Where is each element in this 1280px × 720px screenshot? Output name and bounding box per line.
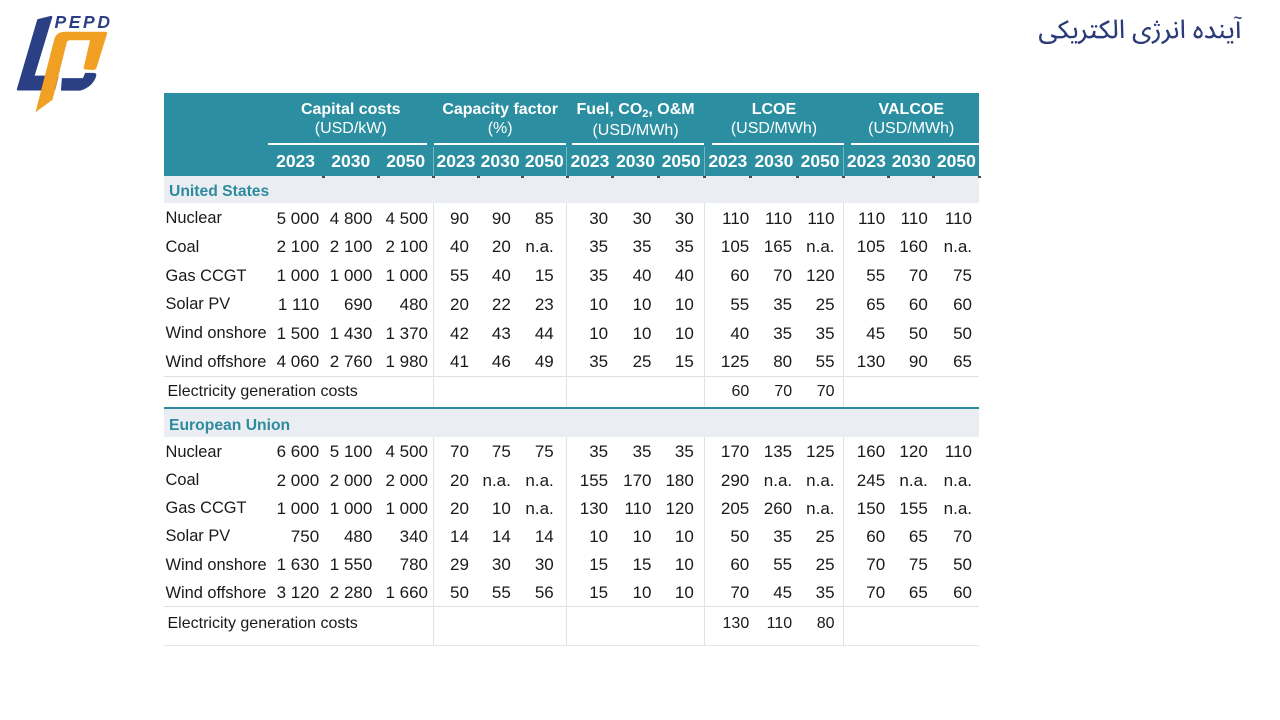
svg-text:PEPD: PEPD — [55, 12, 113, 32]
